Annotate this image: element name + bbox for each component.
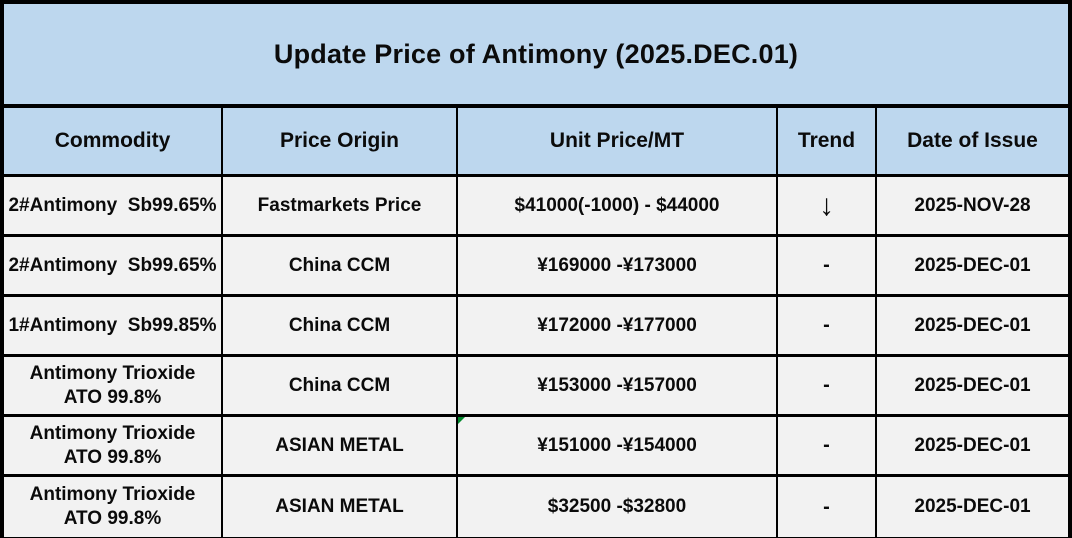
trend-flat-dash: - — [778, 477, 877, 537]
cell-price-origin: China CCM — [223, 357, 458, 414]
page-title: Update Price of Antimony (2025.DEC.01) — [273, 38, 799, 69]
column-header-unit-price: Unit Price/MT — [458, 108, 778, 174]
cell-commodity: 2#Antimony Sb99.65% — [4, 237, 223, 294]
table-row: 2#Antimony Sb99.65% Fastmarkets Price $4… — [4, 177, 1068, 237]
table-row: Antimony Trioxide ATO 99.8% ASIAN METAL … — [4, 417, 1068, 477]
cell-commodity: Antimony Trioxide ATO 99.8% — [4, 417, 223, 474]
cell-commodity: Antimony Trioxide ATO 99.8% — [4, 357, 223, 414]
column-header-price-origin: Price Origin — [223, 108, 458, 174]
column-header-commodity: Commodity — [4, 108, 223, 174]
cell-date-of-issue: 2025-DEC-01 — [914, 434, 1031, 456]
cell-unit-price: $41000(-1000) - $44000 — [458, 177, 778, 234]
cell-commodity: Antimony Trioxide ATO 99.8% — [4, 477, 223, 537]
trend-flat-dash: - — [778, 297, 877, 354]
table-title-banner: Update Price of Antimony (2025.DEC.01) — [4, 4, 1068, 108]
cell-unit-price: ¥172000 -¥177000 — [458, 297, 778, 354]
cell-date-of-issue: 2025-NOV-28 — [914, 194, 1031, 216]
table-row: Antimony Trioxide ATO 99.8% China CCM ¥1… — [4, 357, 1068, 417]
table-row: 2#Antimony Sb99.65% China CCM ¥169000 -¥… — [4, 237, 1068, 297]
trend-flat-dash: - — [778, 357, 877, 414]
trend-flat-dash: - — [778, 237, 877, 294]
cell-price-origin: China CCM — [223, 297, 458, 354]
table-row: 1#Antimony Sb99.85% China CCM ¥172000 -¥… — [4, 297, 1068, 357]
cell-price-origin: ASIAN METAL — [223, 417, 458, 474]
trend-flat-dash: - — [778, 417, 877, 474]
table-header-row: Commodity Price Origin Unit Price/MT Tre… — [4, 108, 1068, 177]
cell-price-origin: ASIAN METAL — [223, 477, 458, 537]
cell-date-of-issue: 2025-DEC-01 — [914, 374, 1031, 396]
column-header-date-of-issue: Date of Issue — [907, 129, 1038, 152]
cell-unit-price: ¥153000 -¥157000 — [458, 357, 778, 414]
column-header-trend: Trend — [778, 108, 877, 174]
cell-price-origin: China CCM — [223, 237, 458, 294]
cell-date-of-issue: 2025-DEC-01 — [914, 254, 1031, 276]
cell-date-of-issue: 2025-DEC-01 — [914, 314, 1031, 336]
cell-date-of-issue: 2025-DEC-01 — [914, 496, 1031, 517]
cell-commodity: 1#Antimony Sb99.85% — [4, 297, 223, 354]
cell-price-origin: Fastmarkets Price — [223, 177, 458, 234]
cell-error-marker-icon — [458, 417, 465, 424]
cell-unit-price: ¥169000 -¥173000 — [458, 237, 778, 294]
cell-commodity: 2#Antimony Sb99.65% — [4, 177, 223, 234]
trend-down-arrow-icon: ↓ — [778, 177, 877, 234]
cell-unit-price: ¥151000 -¥154000 — [458, 417, 778, 474]
table-row: Antimony Trioxide ATO 99.8% ASIAN METAL … — [4, 477, 1068, 537]
cell-unit-price: $32500 -$32800 — [458, 477, 778, 537]
